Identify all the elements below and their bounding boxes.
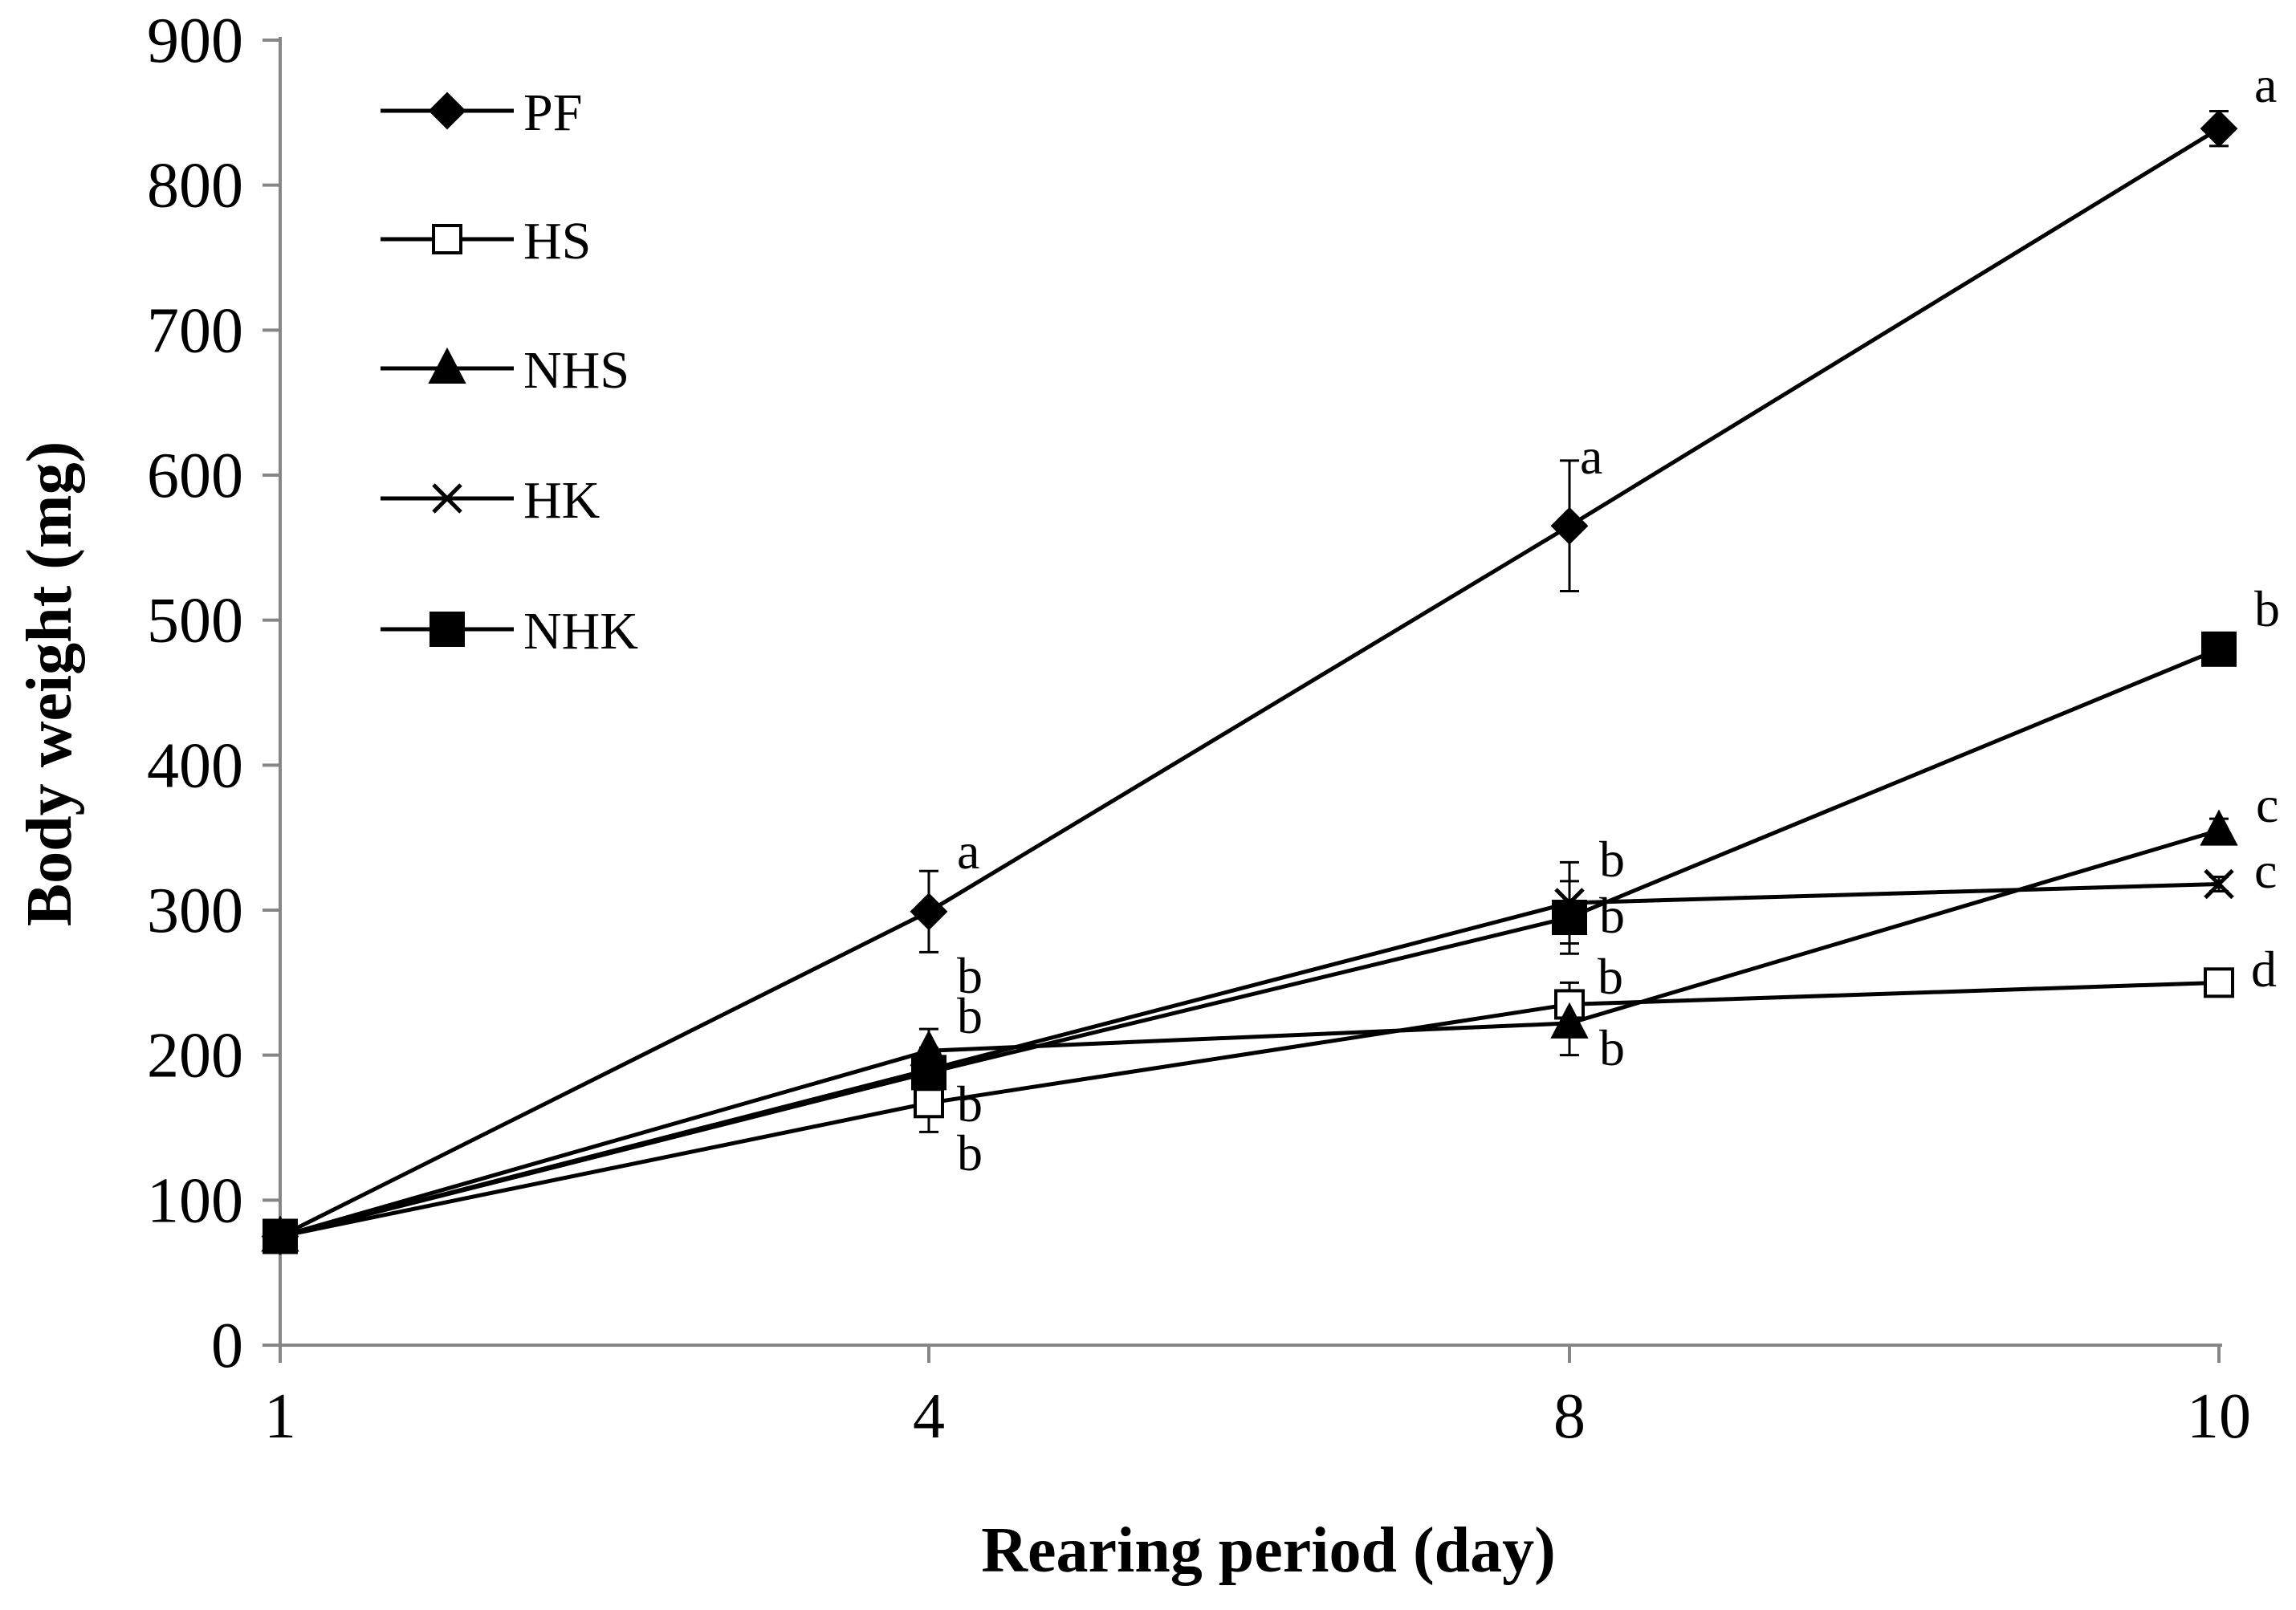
significance-label-hk: b xyxy=(957,987,983,1044)
series-line-hs xyxy=(279,980,2220,1238)
legend-marker-pf xyxy=(428,91,466,130)
series-line-nhs xyxy=(279,828,2220,1238)
marker-nhk xyxy=(2201,631,2237,667)
significance-label-nhk: b xyxy=(957,1075,983,1132)
significance-label-pf: a xyxy=(1580,428,1602,485)
x-axis-title: Rearing period (day) xyxy=(981,1515,1556,1586)
legend-label: HK xyxy=(523,471,600,530)
significance-label-nhs: b xyxy=(1599,1019,1625,1076)
x-tick-label: 10 xyxy=(2187,1381,2251,1452)
significance-label-hk: c xyxy=(2254,842,2277,899)
error-bars xyxy=(919,110,2229,1133)
legend-marker-nhs xyxy=(428,347,466,384)
chart-axes: 0 100 200 300 400 500 600 700 800 900 1 4 8 10 xyxy=(147,6,2251,1452)
legend-marker-hk xyxy=(432,483,462,514)
series-line-hk xyxy=(279,881,2220,1238)
x-tick-label: 1 xyxy=(264,1381,296,1452)
significance-label-nhs: c xyxy=(2256,776,2278,833)
significance-label-hs: b xyxy=(1598,948,1623,1005)
y-tick-label: 0 xyxy=(211,1311,243,1381)
x-marker-stroke xyxy=(2204,868,2234,900)
x-tick-label: 8 xyxy=(1553,1381,1586,1452)
y-tick-label: 900 xyxy=(147,6,243,76)
x-marker-stroke xyxy=(432,483,462,514)
significance-label-hs: d xyxy=(2251,941,2277,998)
marker-nhk xyxy=(263,1218,298,1254)
y-tick-label: 100 xyxy=(147,1165,243,1236)
marker-nhk xyxy=(911,1055,946,1091)
series-line-nhk xyxy=(279,647,2220,1238)
marker-hs xyxy=(2204,967,2234,998)
legend-label: PF xyxy=(523,83,582,142)
series-line-pf xyxy=(279,127,2221,1238)
y-tick-label: 800 xyxy=(147,151,243,222)
y-tick-label: 600 xyxy=(147,441,243,511)
significance-label-hk: b xyxy=(1599,831,1625,888)
legend: PF HS NHS HK NHK xyxy=(381,83,638,661)
legend-label: NHS xyxy=(523,341,629,400)
legend-item-nhk: NHK xyxy=(381,602,638,661)
significance-label-pf: a xyxy=(957,823,979,880)
legend-item-hs: HS xyxy=(381,212,591,270)
marker-pf xyxy=(2200,109,2238,148)
y-tick-label: 500 xyxy=(147,586,243,657)
legend-item-pf: PF xyxy=(381,83,582,142)
significance-label-nhk: b xyxy=(2254,580,2280,637)
x-tick-label: 4 xyxy=(913,1381,945,1452)
marker-hs xyxy=(914,1088,944,1119)
significance-label-pf: a xyxy=(2254,56,2277,113)
legend-item-hk: HK xyxy=(381,471,600,530)
marker-pf xyxy=(1550,506,1589,545)
y-tick-label: 400 xyxy=(147,730,243,801)
significance-label-hs: b xyxy=(957,1124,983,1181)
marker-hk xyxy=(2204,868,2234,900)
legend-marker-hs xyxy=(432,224,462,254)
y-tick-label: 700 xyxy=(147,295,243,366)
marker-nhs xyxy=(1550,1002,1589,1039)
legend-marker-nhk xyxy=(429,612,465,647)
marker-nhk xyxy=(1552,900,1587,936)
series-lines xyxy=(279,127,2221,1238)
marker-nhs xyxy=(2200,809,2238,846)
y-tick-label: 200 xyxy=(147,1021,243,1092)
data-markers xyxy=(261,109,2238,1255)
y-tick-label: 300 xyxy=(147,876,243,946)
legend-item-nhs: NHS xyxy=(381,341,629,400)
legend-label: NHK xyxy=(523,602,638,661)
marker-pf xyxy=(910,892,948,931)
significance-label-nhk: b xyxy=(1599,887,1625,944)
significance-label-nhs: b xyxy=(957,947,983,1004)
y-axis-title: Body weight (mg) xyxy=(14,441,85,926)
legend-label: HS xyxy=(523,212,591,270)
